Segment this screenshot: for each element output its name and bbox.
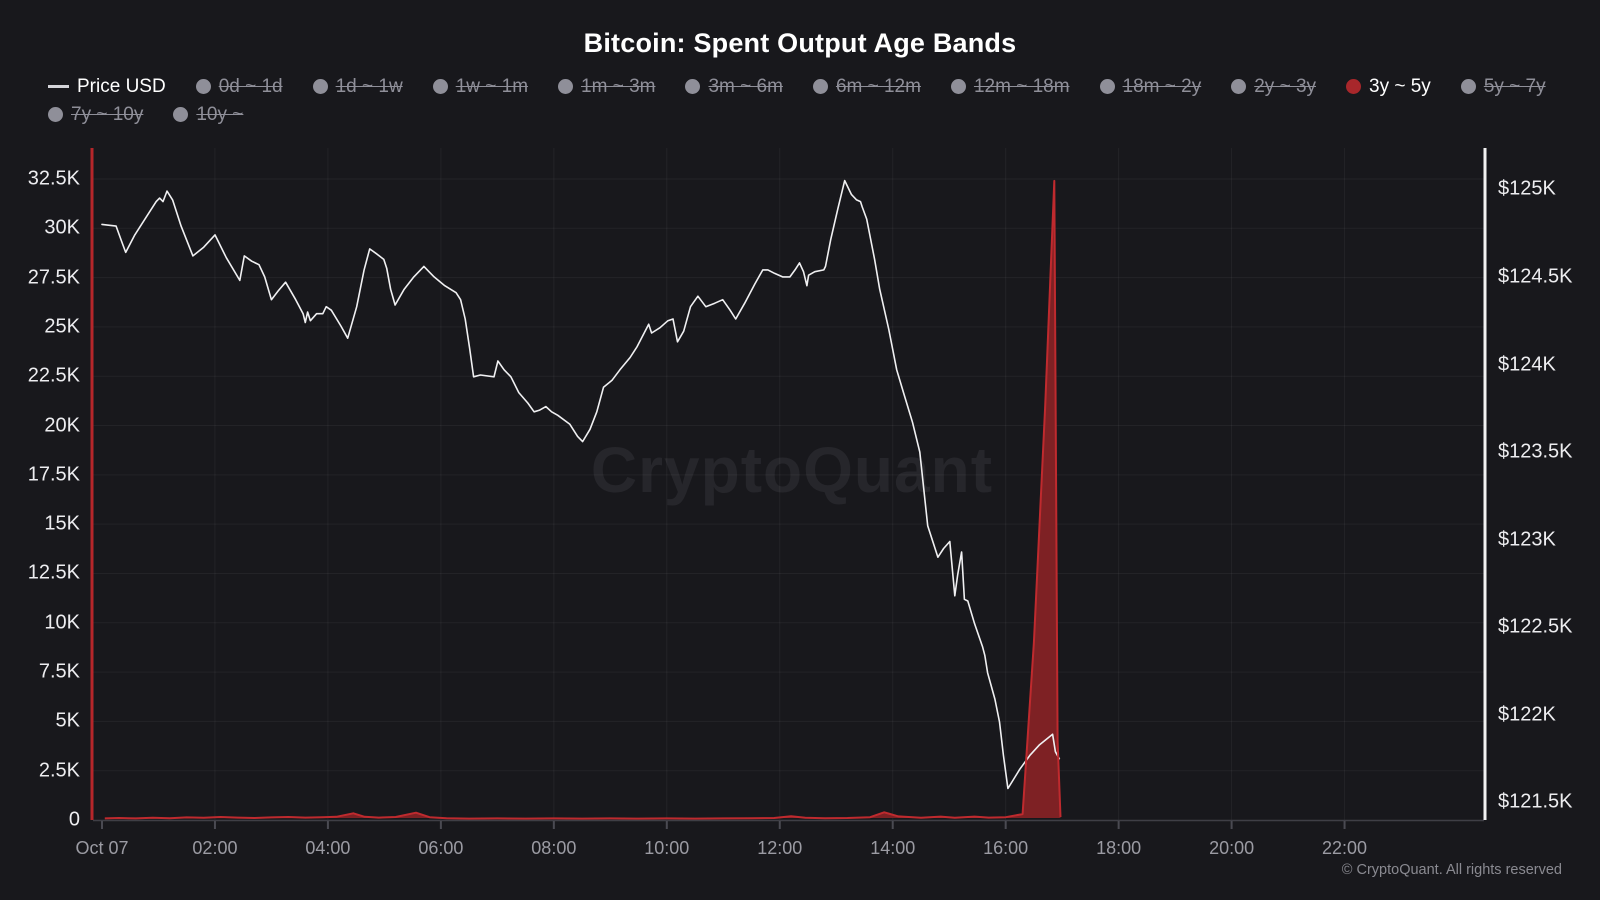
dot-marker-icon <box>432 79 448 94</box>
legend-item-0d-1d[interactable]: 0d ~ 1d <box>195 74 283 99</box>
x-axis-tick-label: 10:00 <box>644 838 690 858</box>
left-axis-tick-label: 25K <box>44 315 80 338</box>
legend-item-1d-1w[interactable]: 1d ~ 1w <box>312 74 403 99</box>
x-axis-tick-label: 04:00 <box>305 838 351 858</box>
legend-item-label: Price USD <box>77 76 166 97</box>
x-axis-tick-label: 02:00 <box>192 838 238 858</box>
legend-item-label: 3y ~ 5y <box>1369 76 1431 97</box>
legend-item-1w-1m[interactable]: 1w ~ 1m <box>432 74 529 99</box>
chart-title: Bitcoin: Spent Output Age Bands <box>583 28 1017 58</box>
x-axis-tick-label: 20:00 <box>1209 838 1255 858</box>
legend-item-18m-2y[interactable]: 18m ~ 2y <box>1099 74 1202 99</box>
right-axis-tick-label: $124.5K <box>1498 265 1573 288</box>
right-axis-tick-label: $123K <box>1498 528 1556 551</box>
dot-marker-icon <box>1460 79 1476 94</box>
legend-item-price-usd[interactable]: Price USD <box>48 74 166 99</box>
dot-marker-icon <box>195 79 211 94</box>
legend-item-label: 1w ~ 1m <box>455 76 529 97</box>
x-axis-tick-label: 18:00 <box>1096 838 1142 858</box>
left-axis-tick-label: 27.5K <box>27 266 80 289</box>
legend-item-label: 10y ~ <box>196 104 244 125</box>
left-axis-tick-label: 5K <box>55 709 80 732</box>
legend-item-label: 18m ~ 2y <box>1122 76 1202 97</box>
legend-item-label: 3m ~ 6m <box>708 76 783 97</box>
right-axis-tick-label: $125K <box>1498 177 1556 200</box>
x-axis-tick-label: 16:00 <box>983 838 1029 858</box>
right-axis-tick-label: $124K <box>1498 353 1556 376</box>
left-axis-tick-label: 0 <box>68 808 80 831</box>
left-axis-tick-label: 20K <box>44 414 80 437</box>
left-axis-tick-label: 17.5K <box>27 463 80 486</box>
right-axis-tick-label: $123.5K <box>1498 440 1573 463</box>
x-axis-tick-label: 14:00 <box>870 838 916 858</box>
left-axis-tick-label: 10K <box>44 611 80 634</box>
left-axis-tick-label: 32.5K <box>27 167 80 190</box>
dot-marker-icon <box>48 107 63 122</box>
dot-marker-icon <box>812 79 828 94</box>
right-axis-tick-label: $121.5K <box>1498 790 1573 813</box>
legend-item-label: 7y ~ 10y <box>71 104 144 125</box>
left-axis-tick-label: 22.5K <box>27 364 80 387</box>
age-band-outline <box>104 179 1062 820</box>
right-axis-tick-label: $122.5K <box>1498 615 1573 638</box>
legend-item-7y-10y[interactable]: 7y ~ 10y <box>48 102 143 127</box>
legend-item-label: 2y ~ 3y <box>1254 76 1317 97</box>
left-axis-tick-label: 15K <box>44 512 80 535</box>
dot-marker-icon <box>1346 79 1362 94</box>
dot-marker-icon <box>1099 79 1115 94</box>
legend-item-2y-3y[interactable]: 2y ~ 3y <box>1231 74 1316 99</box>
legend-item-12m-18m[interactable]: 12m ~ 18m <box>950 74 1070 99</box>
legend-item-label: 0d ~ 1d <box>218 76 283 97</box>
left-axis-tick-label: 7.5K <box>38 660 80 683</box>
left-axis-tick-label: 12.5K <box>27 561 80 584</box>
dot-marker-icon <box>173 107 189 122</box>
legend-item-5y-7y[interactable]: 5y ~ 7y <box>1460 74 1546 99</box>
left-axis-tick-label: 2.5K <box>38 759 80 782</box>
legend-item-label: 5y ~ 7y <box>1483 76 1546 97</box>
dot-marker-icon <box>1231 79 1247 94</box>
x-axis-tick-label: 08:00 <box>531 838 577 858</box>
legend: Price USD 0d ~ 1d 1d ~ 1w 1w ~ 1m 1m ~ 3m 3m … <box>48 74 1560 127</box>
line-marker-icon <box>48 85 69 88</box>
dot-marker-icon <box>685 79 701 94</box>
legend-item-3y-5y[interactable]: 3y ~ 5y <box>1346 74 1431 99</box>
right-axis-tick-label: $122K <box>1498 703 1556 726</box>
legend-item-label: 12m ~ 18m <box>973 76 1070 97</box>
x-axis-tick-label: 22:00 <box>1322 838 1368 858</box>
legend-item-6m-12m[interactable]: 6m ~ 12m <box>812 74 921 99</box>
left-axis-tick-label: 30K <box>44 216 80 239</box>
x-axis-tick-label: Oct 07 <box>75 838 129 858</box>
price-line <box>101 179 1061 790</box>
legend-item-label: 1m ~ 3m <box>581 76 656 97</box>
legend-item-10y[interactable]: 10y ~ <box>173 102 243 127</box>
dot-marker-icon <box>312 79 328 94</box>
x-axis-tick-label: 12:00 <box>757 838 803 858</box>
age-band-area <box>104 180 1061 819</box>
x-axis-tick-label: 06:00 <box>418 838 464 858</box>
dot-marker-icon <box>558 79 574 94</box>
copyright-notice: © CryptoQuant. All rights reserved <box>1341 862 1562 878</box>
dot-marker-icon <box>950 79 966 94</box>
legend-item-1m-3m[interactable]: 1m ~ 3m <box>558 74 655 99</box>
legend-item-3m-6m[interactable]: 3m ~ 6m <box>685 74 783 99</box>
legend-item-label: 6m ~ 12m <box>835 76 921 97</box>
legend-item-label: 1d ~ 1w <box>335 76 403 97</box>
